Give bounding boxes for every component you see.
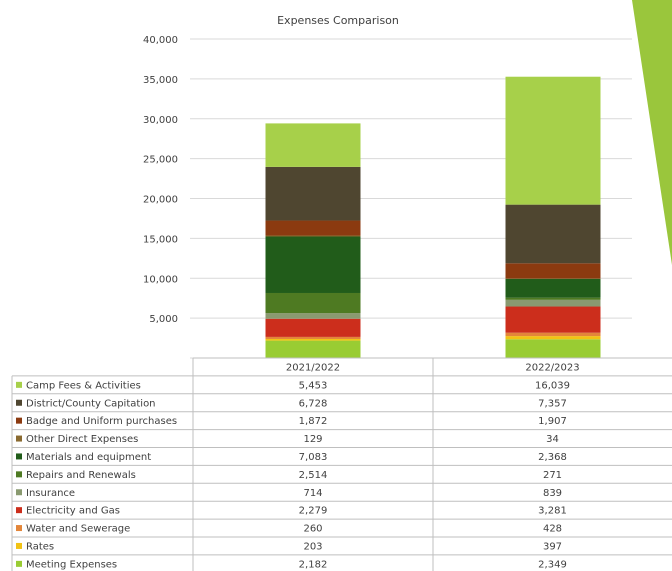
table-value-cell: 3,281 — [538, 506, 567, 517]
bar-segment — [505, 299, 601, 307]
legend-swatch — [16, 525, 22, 532]
legend-label: Meeting Expenses — [26, 559, 117, 570]
table-value-cell: 2,182 — [299, 559, 328, 570]
table-value-cell: 2,368 — [538, 452, 567, 463]
gridlines — [190, 38, 632, 359]
legend-swatch — [16, 381, 22, 388]
table-value-cell: 2,279 — [299, 506, 328, 517]
bar-segment — [505, 263, 601, 279]
legend-swatch — [16, 560, 22, 567]
legend-swatch — [16, 489, 22, 496]
bar-segment — [505, 339, 601, 358]
bar-segment — [505, 336, 601, 340]
y-tick-label: 40,000 — [143, 35, 178, 46]
legend-label: Insurance — [26, 488, 75, 499]
legend-label: Badge and Uniform purchases — [26, 416, 177, 427]
bar-segment — [265, 235, 361, 237]
table-value-cell: 2,514 — [299, 470, 328, 481]
bar-segment — [265, 220, 361, 236]
legend-swatch — [16, 542, 22, 549]
table-value-cell: 7,357 — [538, 398, 567, 409]
legend-label: Rates — [26, 542, 54, 553]
y-tick-label: 30,000 — [143, 115, 178, 126]
bar-segment — [265, 123, 361, 167]
legend-label: Water and Sewerage — [26, 524, 130, 535]
y-tick-label: 20,000 — [143, 195, 178, 206]
table-value-cell: 1,907 — [538, 416, 567, 427]
table-value-cell: 5,453 — [299, 380, 328, 391]
legend-label: District/County Capitation — [26, 398, 156, 409]
bar-segment — [265, 166, 361, 221]
table-value-cell: 129 — [303, 434, 322, 445]
chart-title: Expenses Comparison — [277, 14, 399, 27]
bar-segment — [265, 313, 361, 319]
bar-segment — [265, 338, 361, 341]
table-header-cell: 2022/2023 — [525, 363, 579, 374]
bar-segment — [265, 236, 361, 293]
bar-segment — [505, 278, 601, 298]
table-value-cell: 260 — [303, 524, 322, 535]
legend-swatch — [16, 435, 22, 442]
legend-label: Materials and equipment — [26, 452, 151, 463]
bar-segment — [265, 336, 361, 339]
legend-label: Camp Fees & Activities — [26, 380, 141, 391]
y-tick-label: 15,000 — [143, 234, 178, 245]
legend-swatch — [16, 471, 22, 478]
table-value-cell: 7,083 — [299, 452, 328, 463]
bar-segment — [505, 76, 601, 205]
table-value-cell: 203 — [303, 542, 322, 553]
table-value-cell: 839 — [543, 488, 562, 499]
legend-label: Electricity and Gas — [26, 506, 120, 517]
table-value-cell: 16,039 — [535, 380, 570, 391]
table-header-cell: 2021/2022 — [286, 363, 340, 374]
table-value-cell: 397 — [543, 542, 562, 553]
y-axis-tick-labels: 5,000 10,000 15,000 20,000 25,000 30,000 35,00… — [143, 35, 178, 325]
legend-label: Other Direct Expenses — [26, 434, 138, 445]
legend-swatch — [16, 399, 22, 406]
bar-segment — [505, 332, 601, 337]
table-value-cell: 34 — [546, 434, 559, 445]
bar-segment — [265, 318, 361, 337]
legend-swatch — [16, 507, 22, 514]
table-value-cell: 428 — [543, 524, 562, 535]
y-tick-label: 35,000 — [143, 75, 178, 86]
bar-segment — [505, 204, 601, 264]
table-value-cell: 1,872 — [299, 416, 328, 427]
bar-segment — [505, 306, 601, 333]
stacked-bars — [265, 76, 601, 358]
legend-label: Repairs and Renewals — [26, 470, 136, 481]
bar-segment — [265, 292, 361, 314]
y-tick-label: 5,000 — [149, 314, 178, 325]
legend-swatch — [16, 417, 22, 424]
y-tick-label: 10,000 — [143, 274, 178, 285]
legend-swatch — [16, 453, 22, 460]
table-value-cell: 6,728 — [299, 398, 328, 409]
bar-segment — [505, 297, 601, 300]
table-value-cell: 271 — [543, 470, 562, 481]
y-tick-label: 25,000 — [143, 155, 178, 166]
data-table: 2021/2022 2022/2023 Camp Fees & Activities… — [11, 357, 672, 571]
table-value-cell: 714 — [303, 488, 322, 499]
table-value-cell: 2,349 — [538, 559, 567, 570]
bar-segment — [265, 340, 361, 358]
decorative-green-wedge — [632, 0, 672, 265]
